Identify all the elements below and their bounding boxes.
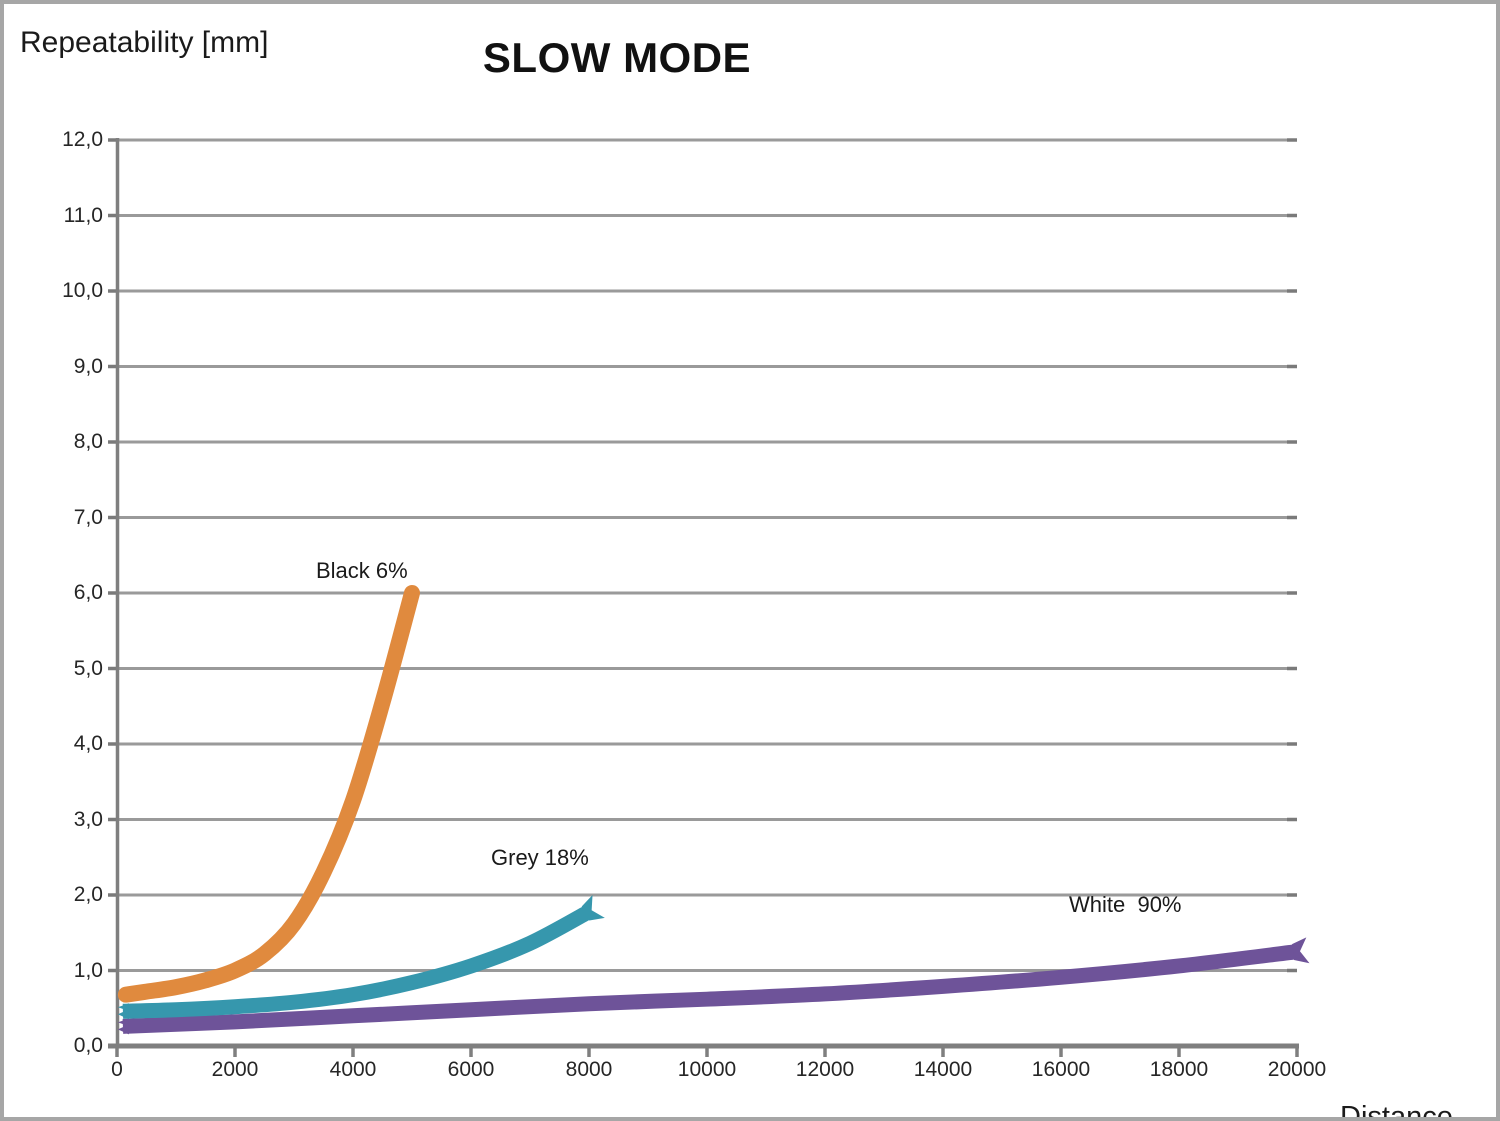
x-axis-title-line1: Distance	[1340, 1101, 1453, 1121]
x-tick-label: 8000	[565, 1058, 613, 1081]
x-tick-label: 18000	[1149, 1058, 1209, 1081]
x-tick-label: 0	[111, 1058, 123, 1081]
y-tick-label: 1,0	[73, 958, 103, 982]
x-tick-label: 4000	[329, 1058, 377, 1081]
x-axis-title: Distance [mm]	[1340, 1030, 1453, 1121]
y-tick-label: 0,0	[73, 1034, 103, 1057]
y-tick-label: 5,0	[73, 656, 103, 680]
x-tick-label: 2000	[211, 1058, 259, 1081]
x-tick-label: 14000	[913, 1058, 973, 1081]
y-tick-label: 3,0	[73, 807, 103, 831]
y-tick-label: 4,0	[73, 732, 103, 755]
x-tick-label: 10000	[677, 1058, 737, 1081]
series-label-grey-18: Grey 18%	[491, 845, 589, 870]
y-axis-title: Repeatability [mm]	[20, 26, 269, 59]
y-tick-label: 9,0	[73, 354, 103, 378]
chart-title: SLOW MODE	[482, 34, 752, 81]
y-tick-label: 6,0	[73, 581, 103, 604]
x-tick-label: 20000	[1267, 1058, 1327, 1081]
y-tick-label: 10,0	[62, 279, 103, 302]
y-tick-label: 12,0	[62, 128, 103, 151]
x-tick-label: 12000	[795, 1058, 855, 1081]
x-tick-label: 16000	[1031, 1058, 1091, 1081]
y-tick-label: 7,0	[73, 505, 103, 529]
series-label-white-90: White 90%	[1069, 892, 1182, 917]
x-tick-label: 6000	[447, 1058, 495, 1081]
chart-canvas	[108, 138, 1310, 1057]
y-tick-label: 2,0	[73, 883, 103, 906]
y-tick-label: 8,0	[73, 430, 103, 453]
y-tick-label: 11,0	[63, 203, 103, 227]
series-label-black-6: Black 6%	[316, 558, 408, 583]
